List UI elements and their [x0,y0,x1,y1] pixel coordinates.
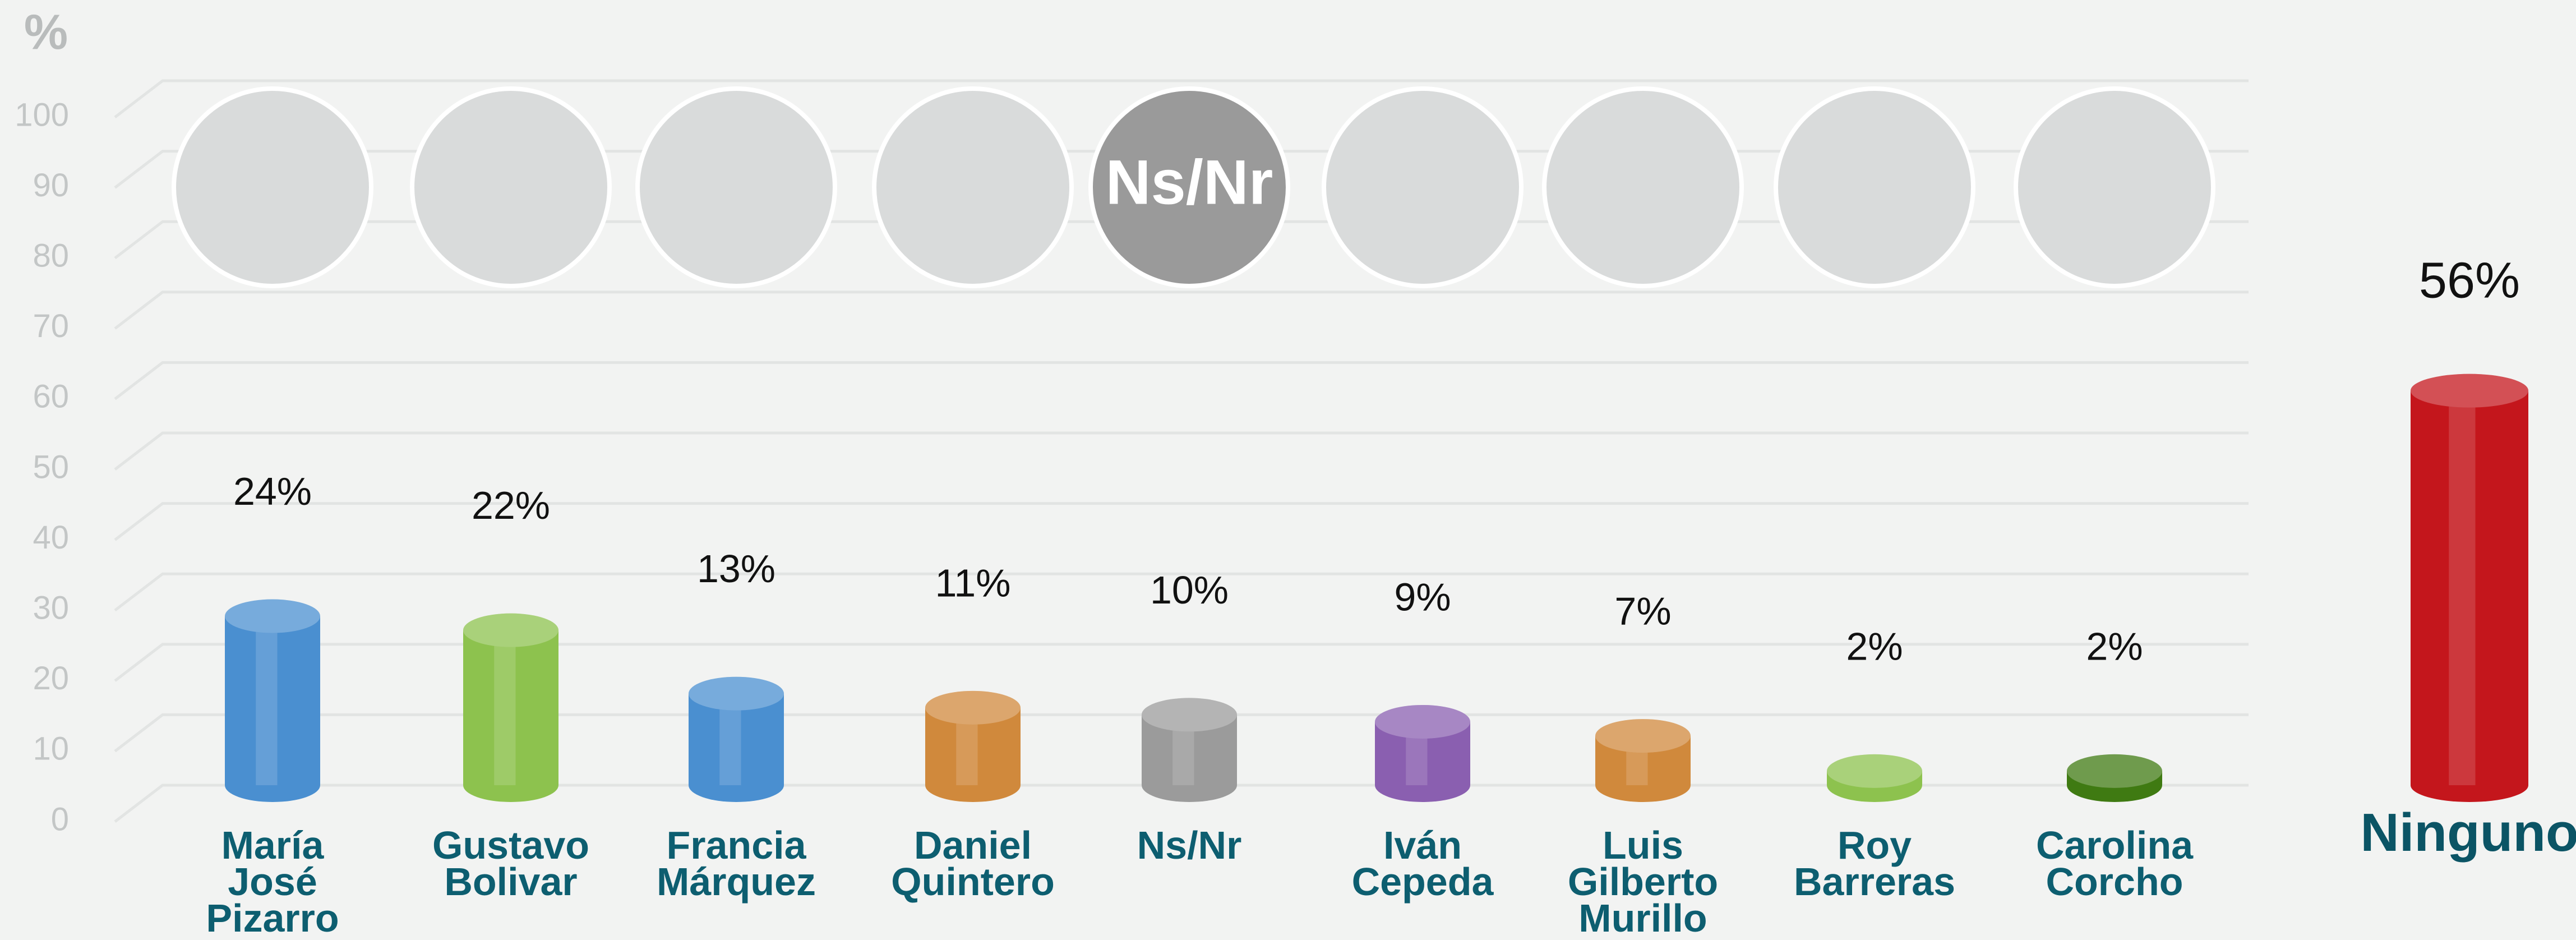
y-tick-label: 0 [51,801,69,837]
y-tick-label: 50 [33,449,69,485]
category-label: Francia Márquez [647,827,826,900]
y-axis-label: % [24,4,68,59]
y-tick-label: 80 [33,238,69,274]
bar-top-shade [1827,754,1922,788]
grid-line [115,433,2249,469]
chart: % 0 10 20 30 40 50 60 70 80 90 100 24% 22% 13% 11% Ns/N… [0,0,2576,938]
value-label: 2% [2086,624,2143,668]
bar-top-shade [2067,754,2162,788]
y-tick-label: 70 [33,308,69,344]
value-label: 7% [1614,589,1671,633]
category-label: Iván Cepeda [1333,827,1512,900]
bar-top-shade [463,614,558,647]
category-label: María José Pizarro [183,827,362,937]
y-tick-label: 30 [33,590,69,626]
category-label: Ninguno [2329,808,2576,858]
bar-top-shade [1375,705,1470,739]
grid-line [115,504,2249,540]
bar-shine [2449,391,2475,785]
bar-shine [256,616,277,785]
value-label: 11% [935,561,1011,605]
category-label: Luis Gilberto Murillo [1553,827,1733,937]
category-label: Carolina Corcho [2025,827,2204,900]
bar-top-shade [2411,374,2528,408]
photo [174,89,371,286]
photo [1776,89,1973,286]
category-label: Roy Barreras [1785,827,1964,900]
bar-shine [494,630,515,785]
category-label: Gustavo Bolivar [421,827,601,900]
bar-top-shade [1595,719,1691,753]
value-label: 22% [472,483,550,527]
value-label: 2% [1846,624,1903,668]
photo-label: Ns/Nr [1106,148,1273,218]
photo [1544,89,1742,286]
y-tick-label: 90 [33,167,69,204]
grid-line [115,362,2249,399]
bar-top-shade [689,677,784,711]
category-label: Daniel Quintero [883,827,1063,900]
value-label: 13% [697,547,775,591]
y-tick-label: 20 [33,660,69,697]
photo [412,89,610,286]
y-tick-label: 60 [33,379,69,415]
bar-top-shade [225,600,320,633]
category-label: Ns/Nr [1100,827,1279,864]
y-tick-label: 40 [33,519,69,556]
photo [1324,89,1521,286]
photo [638,89,835,286]
photo [2016,89,2213,286]
value-label: 56% [2419,252,2520,308]
page: % 0 10 20 30 40 50 60 70 80 90 100 24% 22% 13% 11% Ns/N… [0,0,2576,938]
grid-line [115,644,2249,681]
grid-line [115,292,2249,329]
photo [874,89,1072,286]
y-tick-label: 100 [15,96,69,133]
value-label: 9% [1394,575,1451,619]
value-label: 10% [1150,568,1229,612]
bar-top-shade [1142,698,1237,731]
y-tick-label: 10 [33,731,69,767]
bar-top-shade [925,691,1021,725]
value-label: 24% [233,469,312,513]
